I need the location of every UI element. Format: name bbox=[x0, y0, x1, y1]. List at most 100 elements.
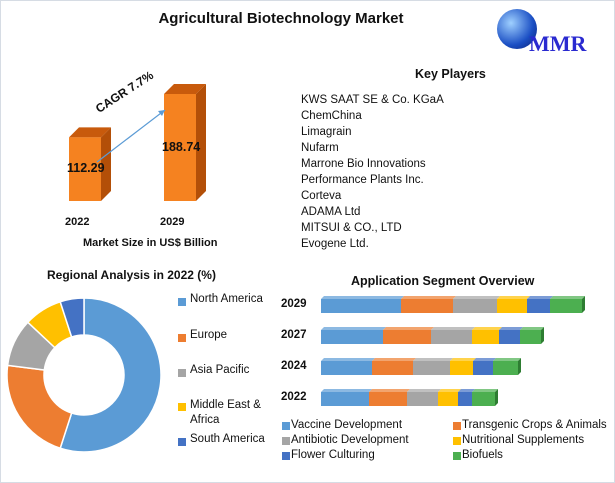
market-axis-title: Market Size in US$ Billion bbox=[83, 237, 218, 249]
legend-swatch bbox=[178, 334, 186, 342]
year-label: 2024 bbox=[281, 360, 307, 372]
regional-title: Regional Analysis in 2022 (%) bbox=[47, 268, 216, 282]
bar-end bbox=[495, 389, 498, 406]
segment-biofuels bbox=[472, 392, 495, 406]
cagr-arrow bbox=[96, 109, 166, 163]
segment-vaccine-development bbox=[321, 392, 369, 406]
segment-top bbox=[321, 327, 386, 330]
legend-swatch bbox=[282, 452, 290, 460]
segment-top bbox=[450, 358, 476, 361]
segment-top bbox=[550, 296, 585, 299]
segment-top bbox=[321, 358, 375, 361]
segment-antibiotic-development bbox=[407, 392, 438, 406]
segment-top bbox=[438, 389, 461, 392]
bar-year-label: 2022 bbox=[65, 216, 90, 228]
segment-flower-culturing bbox=[458, 392, 472, 406]
bar-end bbox=[541, 327, 544, 344]
bar-top bbox=[164, 84, 206, 94]
legend-label: Transgenic Crops & Animals bbox=[462, 419, 607, 431]
segment-top bbox=[497, 296, 530, 299]
segment-transgenic-crops-animals bbox=[372, 361, 413, 375]
key-player-item: Evogene Ltd. bbox=[301, 238, 369, 250]
bar-value-label: 188.74 bbox=[162, 139, 201, 154]
segment-biofuels bbox=[493, 361, 518, 375]
segment-flower-culturing bbox=[499, 330, 520, 344]
legend-swatch bbox=[453, 437, 461, 445]
donut-slice bbox=[59, 297, 162, 453]
segment-top bbox=[383, 327, 434, 330]
key-player-item: Nufarm bbox=[301, 142, 339, 154]
segment-vaccine-development bbox=[321, 330, 383, 344]
segment-top bbox=[407, 389, 441, 392]
year-label: 2029 bbox=[281, 298, 307, 310]
segment-biofuels bbox=[550, 299, 582, 313]
legend-label: Flower Culturing bbox=[291, 449, 375, 461]
segment-top bbox=[401, 296, 456, 299]
bar-2022 bbox=[69, 137, 101, 201]
segment-transgenic-crops-animals bbox=[369, 392, 407, 406]
legend-swatch bbox=[178, 369, 186, 377]
legend-label: Biofuels bbox=[462, 449, 503, 461]
segment-antibiotic-development bbox=[413, 361, 450, 375]
donut-slice bbox=[6, 364, 73, 450]
year-label: 2022 bbox=[281, 391, 307, 403]
segment-top bbox=[369, 389, 410, 392]
segment-nutritional-supplements bbox=[450, 361, 473, 375]
bar-2029 bbox=[164, 94, 196, 201]
segment-transgenic-crops-animals bbox=[401, 299, 453, 313]
key-player-item: ADAMA Ltd bbox=[301, 206, 361, 218]
key-players-heading: Key Players bbox=[415, 67, 486, 81]
bar-side bbox=[196, 84, 206, 201]
bar-side bbox=[101, 127, 111, 201]
mmr-logo: MMR bbox=[489, 7, 609, 63]
logo-text: MMR bbox=[529, 31, 587, 56]
segment-top bbox=[321, 389, 372, 392]
legend-swatch bbox=[453, 452, 461, 460]
legend-swatch bbox=[282, 437, 290, 445]
bar-end bbox=[518, 358, 521, 375]
globe-icon bbox=[497, 9, 537, 49]
segment-top bbox=[321, 296, 404, 299]
segment-top bbox=[520, 327, 544, 330]
legend-swatch bbox=[282, 422, 290, 430]
legend-label: Vaccine Development bbox=[291, 419, 403, 431]
segment-top bbox=[472, 389, 498, 392]
bar-value-label: 112.29 bbox=[67, 161, 105, 176]
legend-swatch bbox=[453, 422, 461, 430]
legend-label: Nutritional Supplements bbox=[462, 434, 585, 446]
legend-swatch bbox=[178, 403, 186, 411]
segment-top bbox=[472, 327, 502, 330]
key-player-item: Performance Plants Inc. bbox=[301, 174, 424, 186]
key-player-item: ChemChina bbox=[301, 110, 362, 122]
legend-swatch bbox=[178, 298, 186, 306]
segment-antibiotic-development bbox=[431, 330, 472, 344]
segment-nutritional-supplements bbox=[472, 330, 499, 344]
year-label: 2027 bbox=[281, 329, 307, 341]
segment-top bbox=[453, 296, 500, 299]
legend-label: Asia Pacific bbox=[190, 364, 250, 376]
key-player-item: Limagrain bbox=[301, 126, 352, 138]
segment-nutritional-supplements bbox=[497, 299, 527, 313]
legend-label: Middle East & Africa bbox=[190, 399, 261, 426]
legend-label: Europe bbox=[190, 329, 228, 341]
legend-swatch bbox=[178, 438, 186, 446]
segment-top bbox=[493, 358, 521, 361]
bar-end bbox=[582, 296, 585, 313]
cagr-arrowhead bbox=[158, 110, 165, 116]
bar-year-label: 2029 bbox=[160, 216, 185, 228]
segment-nutritional-supplements bbox=[438, 392, 458, 406]
key-player-item: MITSUI & CO., LTD bbox=[301, 222, 402, 234]
key-player-item: Marrone Bio Innovations bbox=[301, 158, 426, 170]
segment-top bbox=[473, 358, 496, 361]
segment-transgenic-crops-animals bbox=[383, 330, 431, 344]
segment-top bbox=[458, 389, 475, 392]
bar-top bbox=[69, 127, 111, 138]
legend-label: North America bbox=[190, 293, 263, 305]
legend-label: Antibiotic Development bbox=[291, 434, 409, 446]
donut-slice bbox=[59, 297, 85, 338]
segment-biofuels bbox=[520, 330, 541, 344]
segment-top bbox=[413, 358, 453, 361]
segment-flower-culturing bbox=[527, 299, 550, 313]
